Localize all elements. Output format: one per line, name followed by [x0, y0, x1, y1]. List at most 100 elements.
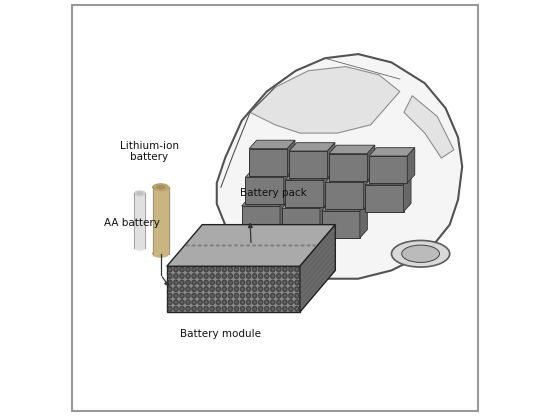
- Ellipse shape: [282, 267, 287, 272]
- Ellipse shape: [402, 245, 439, 262]
- Polygon shape: [245, 169, 291, 177]
- Ellipse shape: [204, 273, 208, 279]
- Ellipse shape: [252, 293, 257, 298]
- Ellipse shape: [252, 280, 257, 285]
- Ellipse shape: [181, 295, 183, 297]
- Ellipse shape: [252, 306, 257, 312]
- Polygon shape: [245, 177, 284, 204]
- Ellipse shape: [234, 286, 239, 292]
- Ellipse shape: [193, 268, 195, 271]
- Ellipse shape: [240, 280, 245, 285]
- Ellipse shape: [296, 275, 298, 277]
- Polygon shape: [329, 154, 367, 181]
- Ellipse shape: [197, 306, 202, 312]
- Ellipse shape: [211, 295, 213, 297]
- Ellipse shape: [175, 307, 177, 310]
- Ellipse shape: [185, 286, 190, 292]
- Ellipse shape: [204, 300, 208, 305]
- Ellipse shape: [173, 267, 178, 272]
- Ellipse shape: [187, 288, 189, 290]
- Ellipse shape: [167, 273, 172, 279]
- Ellipse shape: [284, 275, 286, 277]
- Ellipse shape: [210, 300, 215, 305]
- Ellipse shape: [240, 273, 245, 279]
- Ellipse shape: [258, 300, 263, 305]
- Polygon shape: [365, 185, 404, 212]
- Ellipse shape: [205, 295, 207, 297]
- Ellipse shape: [290, 307, 292, 310]
- Polygon shape: [289, 143, 335, 151]
- Ellipse shape: [191, 280, 196, 285]
- Ellipse shape: [217, 295, 219, 297]
- Ellipse shape: [175, 268, 177, 271]
- Ellipse shape: [210, 245, 213, 246]
- Polygon shape: [408, 148, 415, 183]
- Ellipse shape: [205, 307, 207, 310]
- Ellipse shape: [294, 293, 299, 298]
- Ellipse shape: [234, 306, 239, 312]
- Ellipse shape: [235, 281, 238, 284]
- Ellipse shape: [204, 306, 208, 312]
- Ellipse shape: [252, 300, 257, 305]
- Ellipse shape: [272, 268, 274, 271]
- Ellipse shape: [296, 268, 298, 271]
- Ellipse shape: [205, 288, 207, 290]
- Ellipse shape: [296, 301, 298, 303]
- Polygon shape: [241, 198, 288, 206]
- Ellipse shape: [258, 286, 263, 292]
- Ellipse shape: [235, 275, 238, 277]
- Ellipse shape: [278, 301, 280, 303]
- Ellipse shape: [187, 301, 189, 303]
- Ellipse shape: [288, 280, 293, 285]
- Ellipse shape: [270, 267, 275, 272]
- Ellipse shape: [193, 275, 195, 277]
- Ellipse shape: [282, 293, 287, 298]
- Ellipse shape: [276, 280, 281, 285]
- Ellipse shape: [234, 280, 239, 285]
- Ellipse shape: [185, 300, 190, 305]
- Ellipse shape: [216, 267, 221, 272]
- Ellipse shape: [254, 288, 256, 290]
- Ellipse shape: [240, 293, 245, 298]
- Ellipse shape: [137, 192, 142, 195]
- Text: Battery module: Battery module: [180, 329, 261, 339]
- Ellipse shape: [294, 267, 299, 272]
- Ellipse shape: [241, 288, 244, 290]
- Ellipse shape: [241, 281, 244, 284]
- Ellipse shape: [234, 273, 239, 279]
- Polygon shape: [364, 174, 371, 209]
- Ellipse shape: [264, 306, 269, 312]
- Ellipse shape: [216, 293, 221, 298]
- Ellipse shape: [199, 307, 201, 310]
- Ellipse shape: [296, 307, 298, 310]
- Ellipse shape: [228, 280, 233, 285]
- Ellipse shape: [191, 286, 196, 292]
- Ellipse shape: [191, 267, 196, 272]
- Ellipse shape: [260, 281, 262, 284]
- Ellipse shape: [260, 301, 262, 303]
- Polygon shape: [288, 140, 295, 176]
- Ellipse shape: [284, 295, 286, 297]
- Ellipse shape: [258, 267, 263, 272]
- Ellipse shape: [217, 307, 219, 310]
- Ellipse shape: [211, 281, 213, 284]
- Ellipse shape: [272, 288, 274, 290]
- Ellipse shape: [167, 286, 172, 292]
- Ellipse shape: [277, 245, 280, 246]
- Polygon shape: [322, 203, 367, 211]
- Ellipse shape: [173, 306, 178, 312]
- Ellipse shape: [210, 286, 215, 292]
- Ellipse shape: [211, 275, 213, 277]
- Ellipse shape: [246, 245, 250, 246]
- Ellipse shape: [248, 275, 250, 277]
- Ellipse shape: [282, 273, 287, 279]
- Polygon shape: [360, 203, 367, 238]
- Ellipse shape: [248, 307, 250, 310]
- Ellipse shape: [392, 240, 450, 267]
- Ellipse shape: [223, 301, 225, 303]
- Ellipse shape: [175, 288, 177, 290]
- Ellipse shape: [266, 281, 268, 284]
- Ellipse shape: [271, 245, 274, 246]
- Ellipse shape: [187, 307, 189, 310]
- Ellipse shape: [223, 275, 225, 277]
